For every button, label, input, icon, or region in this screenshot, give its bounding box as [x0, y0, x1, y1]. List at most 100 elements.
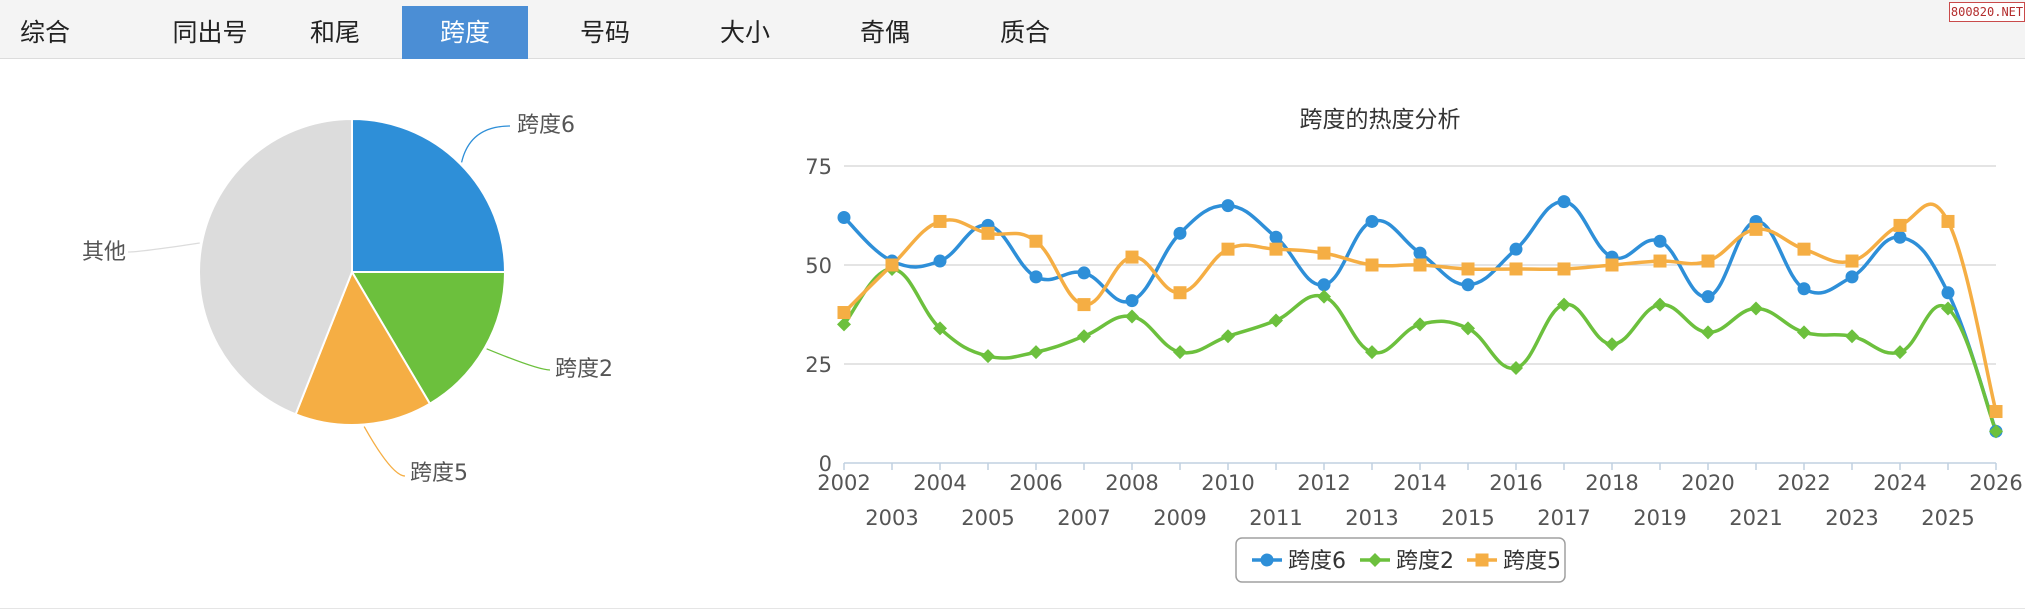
pie-connector-1: [486, 348, 551, 371]
point-s2-17: [1653, 254, 1667, 268]
legend-marker-0: [1260, 553, 1274, 567]
point-s1-22: [1893, 345, 1907, 360]
x-tick-label-10: 2012: [1297, 471, 1350, 495]
x-tick-label-1: 2003: [865, 506, 918, 530]
point-s2-8: [1221, 242, 1235, 256]
point-s0-9: [1269, 230, 1283, 244]
point-s0-8: [1221, 199, 1235, 213]
point-s1-8: [1221, 329, 1235, 344]
point-s0-5: [1077, 266, 1091, 280]
x-tick-label-11: 2013: [1345, 506, 1398, 530]
legend-marker-2: [1475, 553, 1489, 567]
legend-label-0: 跨度6: [1288, 549, 1346, 574]
point-s1-10: [1317, 289, 1331, 304]
point-s2-19: [1749, 222, 1763, 236]
x-tick-label-18: 2020: [1681, 471, 1734, 495]
x-tick-label-3: 2005: [961, 506, 1014, 530]
x-tick-label-19: 2021: [1729, 506, 1782, 530]
point-s2-24: [1989, 405, 2003, 419]
point-s0-2: [933, 254, 947, 268]
series-line-0: [842, 199, 1998, 432]
point-s2-21: [1845, 254, 1859, 268]
x-tick-label-2: 2004: [913, 471, 966, 495]
pie-connector-2: [363, 426, 406, 477]
line-chart: 跨度的热度分析 0 25 50 75 2002 2003 2004 2005 2006 2007 20…: [805, 107, 2023, 583]
point-s0-11: [1365, 214, 1379, 228]
x-tick-label-4: 2006: [1009, 471, 1062, 495]
tab-2[interactable]: 和尾: [309, 18, 360, 47]
pie-slice-2: [294, 269, 432, 426]
tab-7[interactable]: 质合: [999, 18, 1050, 47]
point-s1-18: [1701, 325, 1715, 340]
point-s2-9: [1269, 242, 1283, 256]
x-tick-label-20: 2022: [1777, 471, 1830, 495]
x-tick-label-0: 2002: [817, 471, 870, 495]
pie-connector-0: [460, 125, 511, 163]
pie-label-3: 其他: [82, 240, 126, 265]
pie-label-2: 跨度5: [410, 461, 468, 486]
point-s2-11: [1365, 258, 1379, 272]
point-s2-2: [933, 214, 947, 228]
point-s0-22: [1893, 230, 1907, 244]
x-tick-label-22: 2024: [1873, 471, 1926, 495]
point-s1-7: [1173, 345, 1187, 360]
point-s1-6: [1125, 309, 1139, 324]
point-s2-14: [1509, 262, 1523, 276]
point-s2-18: [1701, 254, 1715, 268]
point-s1-11: [1365, 345, 1379, 360]
point-s2-10: [1317, 246, 1331, 260]
chart-legend: 跨度6 跨度2 跨度5: [1235, 537, 1566, 583]
pie-connector-3: [127, 242, 200, 253]
tab-6[interactable]: 奇偶: [859, 18, 910, 47]
legend-box: [1235, 537, 1566, 583]
point-s0-12: [1413, 246, 1427, 260]
point-s2-1: [885, 258, 899, 272]
tab-3[interactable]: 跨度: [402, 6, 528, 59]
x-tick-label-8: 2010: [1201, 471, 1254, 495]
point-s1-24: [1989, 424, 2003, 439]
pie-label-1: 跨度2: [555, 357, 613, 382]
point-s1-3: [981, 349, 995, 364]
point-s2-20: [1797, 242, 1811, 256]
tab-1[interactable]: 同出号: [172, 18, 248, 47]
bottom-divider: [0, 608, 2025, 609]
point-s2-22: [1893, 218, 1907, 232]
x-tick-label-24: 2026: [1969, 471, 2022, 495]
y-tick-label-3: 75: [805, 155, 832, 179]
point-s1-16: [1605, 337, 1619, 352]
point-s2-12: [1413, 258, 1427, 272]
x-tick-label-12: 2014: [1393, 471, 1446, 495]
point-s1-5: [1077, 329, 1091, 344]
point-s2-4: [1029, 234, 1043, 248]
point-s0-23: [1941, 286, 1955, 300]
x-tick-label-13: 2015: [1441, 506, 1494, 530]
series-line-2: [842, 202, 1998, 412]
x-tick-label-14: 2016: [1489, 471, 1542, 495]
x-tick-label-6: 2008: [1105, 471, 1158, 495]
pie-label-0: 跨度6: [517, 113, 575, 138]
y-tick-label-2: 50: [805, 254, 832, 278]
point-s1-23: [1941, 301, 1955, 316]
point-s2-5: [1077, 298, 1091, 312]
pie-chart: 跨度6 跨度2 跨度5 其他: [82, 113, 613, 486]
tab-0[interactable]: 综合: [19, 18, 70, 47]
y-tick-label-1: 25: [805, 353, 832, 377]
point-s1-12: [1413, 317, 1427, 332]
point-s2-0: [837, 306, 851, 320]
point-s2-6: [1125, 250, 1139, 264]
tab-4[interactable]: 号码: [579, 18, 630, 47]
tab-bar: 综合 同出号 和尾 跨度 号码 大小 奇偶 质合: [0, 0, 2025, 59]
chart-title: 跨度的热度分析: [1300, 107, 1461, 133]
point-s0-17: [1653, 234, 1667, 248]
pie-slice-1: [350, 271, 507, 406]
point-s0-10: [1317, 278, 1331, 292]
point-s1-21: [1845, 329, 1859, 344]
legend-label-2: 跨度5: [1503, 549, 1561, 574]
point-s0-18: [1701, 290, 1715, 304]
point-s1-4: [1029, 345, 1043, 360]
pie-slice-0: [351, 117, 507, 273]
point-s0-7: [1173, 226, 1187, 240]
point-s1-19: [1749, 301, 1763, 316]
tab-5[interactable]: 大小: [719, 18, 770, 47]
point-s0-21: [1845, 270, 1859, 284]
